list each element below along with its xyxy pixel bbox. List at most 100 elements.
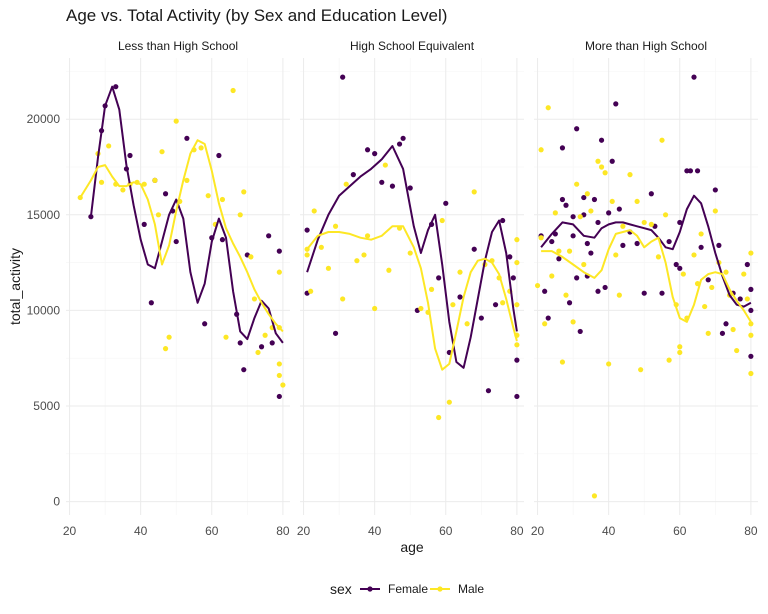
data-point-male: [500, 300, 506, 306]
data-point-male: [698, 231, 704, 237]
data-point-female: [559, 196, 566, 203]
legend-key-point-female: [367, 586, 373, 592]
y-tick-label: 10000: [27, 303, 61, 317]
data-point-female: [712, 187, 718, 193]
legend-label-male: Male: [458, 582, 484, 596]
data-point-male: [386, 267, 392, 273]
data-point-male: [514, 342, 520, 348]
x-tick-label: 40: [368, 524, 382, 538]
data-point-male: [606, 361, 612, 367]
data-point-female: [659, 290, 665, 296]
data-point-female: [574, 126, 580, 132]
data-point-male: [748, 370, 754, 377]
data-point-male: [552, 210, 558, 216]
data-point-female: [677, 219, 683, 226]
data-point-male: [542, 321, 548, 327]
data-point-male: [120, 187, 126, 193]
data-point-male: [251, 296, 258, 302]
x-tick-label: 60: [673, 524, 687, 538]
data-point-female: [389, 183, 396, 189]
data-point-female: [88, 214, 94, 220]
data-point-male: [98, 179, 105, 185]
data-point-female: [598, 137, 605, 143]
x-tick-label: 60: [439, 524, 453, 538]
data-point-female: [162, 191, 169, 197]
data-point-female: [141, 221, 147, 227]
data-point-female: [364, 147, 371, 153]
data-point-male: [616, 292, 622, 298]
data-point-female: [719, 330, 726, 336]
x-tick-label: 20: [297, 524, 311, 538]
legend-label-female: Female: [388, 582, 428, 596]
data-point-male: [677, 344, 683, 350]
facet-label-lths: Less than High School: [118, 39, 238, 53]
data-point-male: [152, 177, 158, 183]
data-point-male: [325, 265, 332, 271]
data-point-female: [563, 202, 569, 208]
data-point-male: [276, 372, 282, 379]
facet-label-hse: High School Equivalent: [350, 39, 475, 53]
data-point-female: [581, 194, 587, 201]
y-tick-label: 20000: [27, 112, 61, 126]
data-point-female: [219, 237, 226, 243]
data-point-female: [332, 330, 339, 336]
data-point-female: [436, 275, 442, 281]
data-point-female: [400, 135, 406, 141]
data-point-male: [280, 382, 286, 388]
data-point-male: [556, 248, 562, 254]
data-point-male: [563, 292, 569, 298]
data-point-male: [241, 189, 247, 195]
data-point-male: [748, 321, 754, 327]
data-point-male: [666, 357, 672, 363]
data-point-male: [534, 282, 541, 289]
data-point-male: [439, 217, 445, 224]
data-point-female: [588, 250, 594, 256]
data-point-female: [694, 168, 701, 174]
data-point-female: [500, 217, 506, 224]
data-point-female: [748, 307, 754, 314]
data-point-female: [478, 315, 484, 321]
data-point-male: [570, 319, 576, 325]
data-point-female: [514, 357, 520, 363]
data-point-male: [723, 269, 729, 275]
data-point-male: [173, 118, 179, 124]
data-point-male: [595, 158, 601, 164]
x-tick-label: 60: [205, 524, 219, 538]
data-point-female: [641, 290, 647, 296]
data-point-male: [361, 252, 367, 258]
smooth-line-male: [306, 225, 518, 371]
data-point-female: [276, 393, 282, 400]
data-point-male: [574, 181, 580, 187]
data-point-female: [148, 300, 154, 306]
data-point-female: [269, 340, 275, 346]
data-point-male: [613, 252, 619, 258]
data-point-female: [507, 254, 513, 260]
data-point-male: [641, 219, 647, 226]
data-point-male: [471, 189, 477, 195]
data-point-male: [514, 237, 520, 243]
data-point-male: [712, 208, 718, 214]
data-point-male: [620, 223, 626, 229]
data-point-male: [514, 259, 520, 266]
data-point-female: [471, 246, 477, 252]
smooth-line-female: [306, 145, 518, 369]
data-point-male: [262, 332, 268, 338]
data-point-female: [173, 238, 179, 245]
data-point-male: [106, 143, 112, 149]
data-point-female: [691, 74, 697, 80]
data-point-male: [237, 212, 243, 218]
data-point-female: [276, 248, 282, 254]
data-point-female: [570, 214, 576, 220]
data-point-male: [457, 269, 463, 275]
data-point-female: [648, 191, 654, 197]
data-point-female: [510, 275, 516, 281]
data-point-female: [616, 206, 622, 212]
data-point-male: [255, 349, 261, 356]
smooth-line-male: [79, 139, 284, 333]
data-point-male: [372, 305, 378, 312]
data-point-male: [677, 349, 683, 356]
data-point-female: [591, 196, 598, 203]
data-point-female: [566, 300, 573, 306]
data-point-female: [258, 344, 265, 350]
